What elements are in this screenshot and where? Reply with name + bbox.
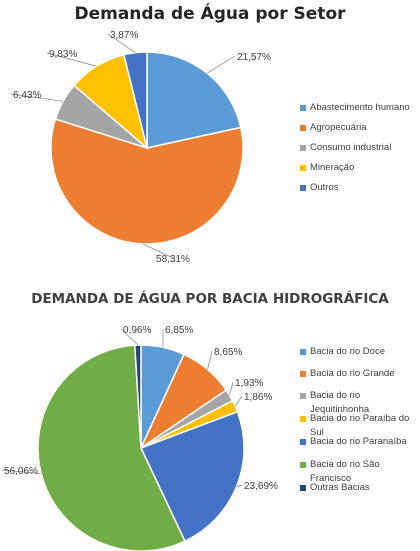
data-label: 58,31% <box>156 254 190 265</box>
legend-label: Bacia do rio Doce <box>310 346 385 357</box>
data-label: 0,96% <box>123 325 151 336</box>
legend-swatch <box>300 125 306 131</box>
data-label: 1,86% <box>244 392 272 403</box>
legend-swatch <box>300 393 306 399</box>
legend-label: Outras Bacias <box>310 482 370 493</box>
data-label: 6,85% <box>165 325 193 336</box>
legend-swatch <box>300 371 306 377</box>
legend-swatch <box>300 462 306 468</box>
data-label: 1,93% <box>235 378 263 389</box>
leader-line <box>120 328 139 346</box>
pie-slice <box>139 410 245 543</box>
data-label: 8,65% <box>214 347 242 358</box>
legend-swatch <box>300 485 306 491</box>
legend-swatch <box>300 145 306 151</box>
leader-line <box>236 484 243 488</box>
leader-line <box>207 350 213 370</box>
data-label: 9,83% <box>49 49 77 60</box>
legend-label: Mineração <box>310 162 355 173</box>
leader-line <box>229 381 234 396</box>
data-label: 3,87% <box>110 30 138 41</box>
legend-swatch <box>300 185 306 191</box>
leader-line <box>46 52 97 67</box>
chart-title-basin: DEMANDA DE ÁGUA POR BACIA HIDROGRÁFICA <box>31 291 389 307</box>
legend-swatch <box>300 349 306 355</box>
legend-swatch <box>300 416 306 422</box>
legend-label: Bacia do rio Paranaíba <box>310 436 407 447</box>
leader-line <box>1 469 42 474</box>
legend-label: Outros <box>310 182 339 193</box>
legend-swatch <box>300 165 306 171</box>
data-label: 21,57% <box>237 52 271 63</box>
legend-label: Abastecimento humano <box>310 102 410 113</box>
data-label: 56,06% <box>4 466 38 477</box>
leader-line <box>206 55 236 74</box>
legend-label: Agropecuária <box>310 122 367 133</box>
pie-slice <box>50 118 244 245</box>
legend-label: Bacia do rio Paraíba do Sul <box>310 413 410 438</box>
leader-line <box>10 93 64 102</box>
chart-title-sector: Demanda de Água por Setor <box>74 4 346 24</box>
legend-label: Bacia do rio São Francisco <box>310 459 380 484</box>
legend-label: Consumo industrial <box>310 142 392 153</box>
leader-line <box>234 395 243 407</box>
pie-slice <box>133 344 142 449</box>
legend-swatch <box>300 105 306 111</box>
legend-label: Bacia do rio Jequitinhonha <box>310 390 370 415</box>
data-label: 6,43% <box>13 90 41 101</box>
leader-line <box>107 33 136 53</box>
data-label: 23,69% <box>244 481 278 492</box>
leader-line <box>142 243 174 259</box>
legend-swatch <box>300 439 306 445</box>
legend-label: Bacia do rio Grande <box>310 368 395 379</box>
